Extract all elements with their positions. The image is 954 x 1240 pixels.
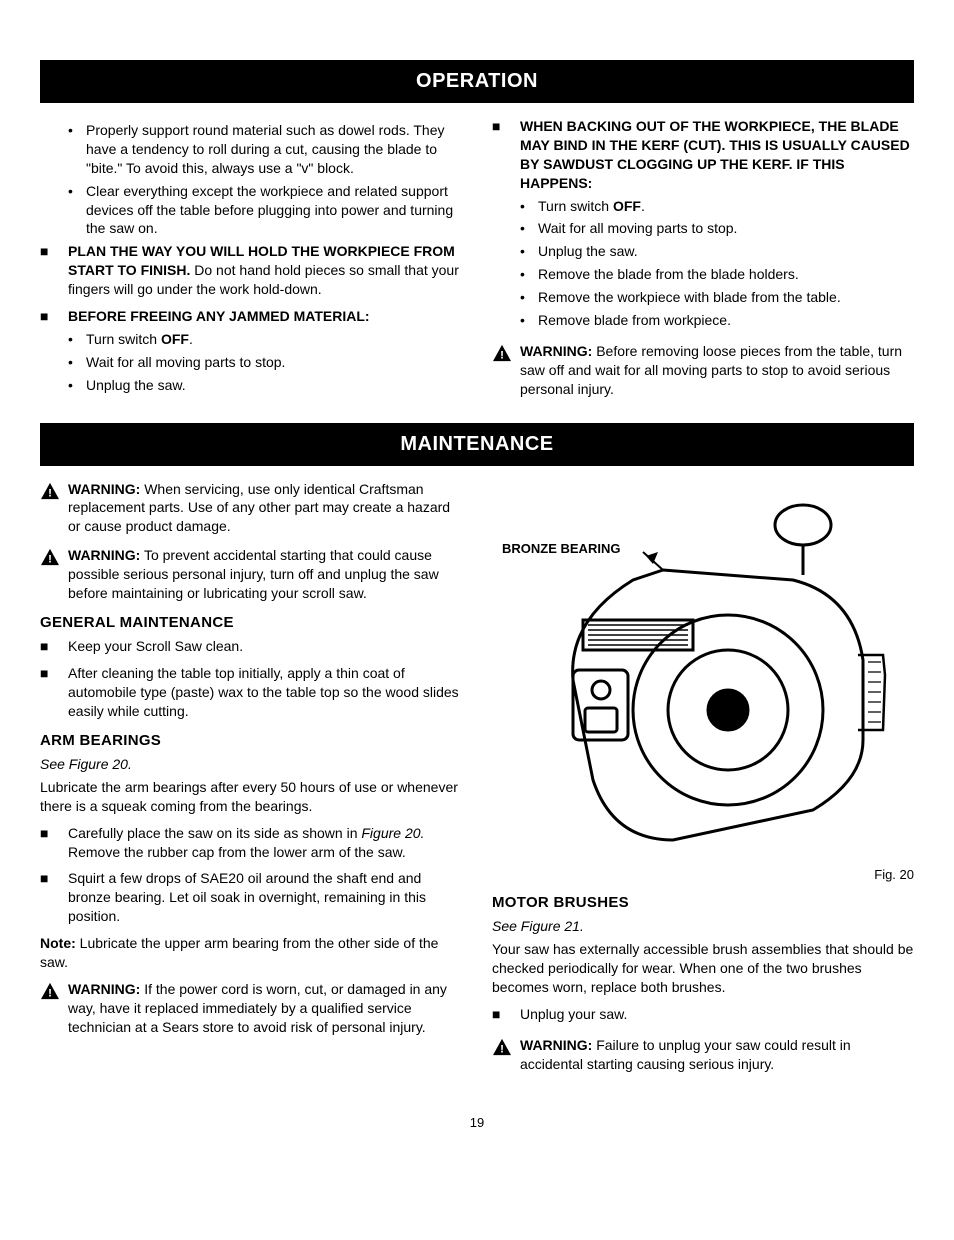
operation-columns: Properly support round material such as …: [40, 117, 914, 409]
figure-20: BRONZE BEARING: [492, 480, 914, 860]
maintenance-header: MAINTENANCE: [40, 423, 914, 466]
figure-20-caption: Fig. 20: [492, 866, 914, 884]
list-item: Remove blade from workpiece.: [520, 311, 914, 330]
warning-icon: !: [40, 982, 60, 1005]
motor-list: Unplug your saw.: [492, 1005, 914, 1024]
maint-warn3: ! WARNING: If the power cord is worn, cu…: [40, 980, 462, 1037]
warning-text: WARNING: When servicing, use only identi…: [68, 480, 462, 537]
op-left-dot: Clear everything except the workpiece an…: [68, 182, 462, 239]
list-item: After cleaning the table top initially, …: [40, 664, 462, 721]
see-figure-21: See Figure 21.: [492, 917, 914, 936]
warning-text: WARNING: Failure to unplug your saw coul…: [520, 1036, 914, 1074]
list-item: Unplug the saw.: [68, 376, 462, 395]
list-item: Wait for all moving parts to stop.: [68, 353, 462, 372]
operation-left-col: Properly support round material such as …: [40, 117, 462, 409]
list-item: Squirt a few drops of SAE20 oil around t…: [40, 869, 462, 926]
page-number: 19: [40, 1114, 914, 1132]
motor-para: Your saw has externally accessible brush…: [492, 940, 914, 997]
warning-text: WARNING: Before removing loose pieces fr…: [520, 342, 914, 399]
svg-text:!: !: [48, 988, 52, 1000]
gen-maint-list: Keep your Scroll Saw clean. After cleani…: [40, 637, 462, 721]
maint-warn1: ! WARNING: When servicing, use only iden…: [40, 480, 462, 537]
op-left-sq-plan: PLAN THE WAY YOU WILL HOLD THE WORKPIECE…: [40, 242, 462, 299]
arm-bearings-head: ARM BEARINGS: [40, 731, 462, 751]
arm-list: Carefully place the saw on its side as s…: [40, 824, 462, 926]
op-left-dot: Properly support round material such as …: [68, 121, 462, 178]
warning-text: WARNING: To prevent accidental starting …: [68, 546, 462, 603]
warning-icon: !: [40, 482, 60, 505]
warning-icon: !: [40, 548, 60, 571]
arm-para: Lubricate the arm bearings after every 5…: [40, 778, 462, 816]
note-block: Note: Lubricate the upper arm bearing fr…: [40, 934, 462, 972]
op-right-warning: ! WARNING: Before removing loose pieces …: [492, 342, 914, 399]
list-item: Remove the blade from the blade holders.: [520, 265, 914, 284]
op-left-dots: Properly support round material such as …: [68, 121, 462, 238]
list-item: Turn switch OFF.: [520, 197, 914, 216]
op-right-sq-backing: WHEN BACKING OUT OF THE WORKPIECE, THE B…: [492, 117, 914, 330]
bronze-bearing-label: BRONZE BEARING: [502, 540, 620, 558]
saw-diagram-icon: [492, 480, 914, 860]
op-left-squares: PLAN THE WAY YOU WILL HOLD THE WORKPIECE…: [40, 242, 462, 394]
operation-right-col: WHEN BACKING OUT OF THE WORKPIECE, THE B…: [492, 117, 914, 409]
op-left-before-dots: Turn switch OFF. Wait for all moving par…: [68, 330, 462, 395]
see-figure-20: See Figure 20.: [40, 755, 462, 774]
op-right-dots: Turn switch OFF. Wait for all moving par…: [520, 197, 914, 330]
bold-text: BEFORE FREEING ANY JAMMED MATERIAL:: [68, 308, 370, 324]
svg-text:!: !: [48, 487, 52, 499]
list-item: Remove the workpiece with blade from the…: [520, 288, 914, 307]
maint-left-col: ! WARNING: When servicing, use only iden…: [40, 480, 462, 1084]
list-item: Unplug the saw.: [520, 242, 914, 261]
list-item: Unplug your saw.: [492, 1005, 914, 1024]
list-item: Carefully place the saw on its side as s…: [40, 824, 462, 862]
motor-warning: ! WARNING: Failure to unplug your saw co…: [492, 1036, 914, 1074]
op-right-squares: WHEN BACKING OUT OF THE WORKPIECE, THE B…: [492, 117, 914, 330]
svg-text:!: !: [500, 350, 504, 362]
list-item: Turn switch OFF.: [68, 330, 462, 349]
list-item: Wait for all moving parts to stop.: [520, 219, 914, 238]
svg-text:!: !: [48, 554, 52, 566]
general-maintenance-head: GENERAL MAINTENANCE: [40, 613, 462, 633]
warning-icon: !: [492, 1038, 512, 1061]
maint-right-col: BRONZE BEARING: [492, 480, 914, 1084]
op-left-sq-before: BEFORE FREEING ANY JAMMED MATERIAL: Turn…: [40, 307, 462, 395]
warning-icon: !: [492, 344, 512, 367]
bold-text: WHEN BACKING OUT OF THE WORKPIECE, THE B…: [520, 118, 910, 191]
list-item: Keep your Scroll Saw clean.: [40, 637, 462, 656]
motor-brushes-head: MOTOR BRUSHES: [492, 893, 914, 913]
svg-text:!: !: [500, 1044, 504, 1056]
warning-text: WARNING: If the power cord is worn, cut,…: [68, 980, 462, 1037]
maint-warn2: ! WARNING: To prevent accidental startin…: [40, 546, 462, 603]
maintenance-columns: ! WARNING: When servicing, use only iden…: [40, 480, 914, 1084]
operation-header: OPERATION: [40, 60, 914, 103]
